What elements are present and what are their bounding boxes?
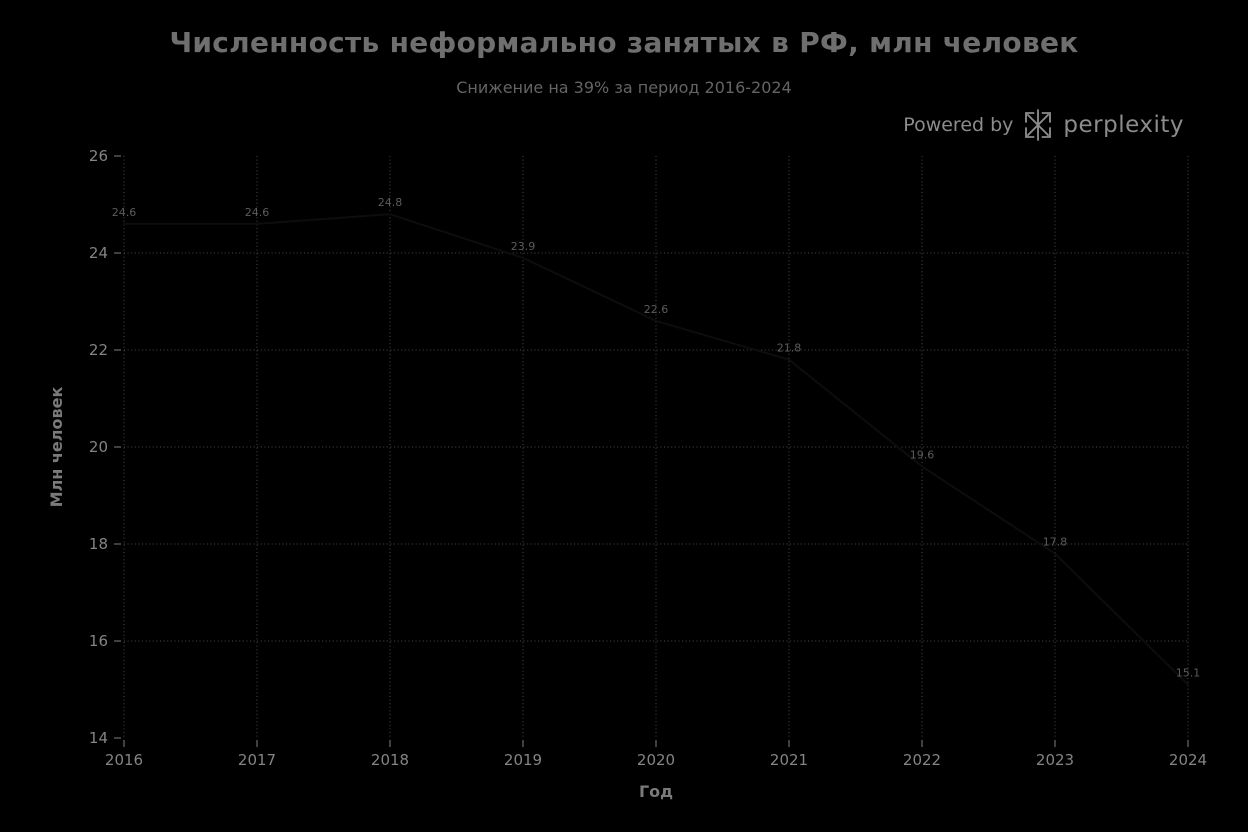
svg-text:24.8: 24.8 xyxy=(378,196,403,209)
gridlines xyxy=(123,156,1189,738)
powered-by-text: Powered by xyxy=(903,114,1014,136)
svg-text:22: 22 xyxy=(89,341,108,359)
svg-text:24.6: 24.6 xyxy=(112,206,137,219)
y-axis-tick-labels: 14 16 18 20 22 24 26 xyxy=(89,147,108,747)
svg-text:2016: 2016 xyxy=(105,751,143,769)
powered-by-badge: Powered by perplexity xyxy=(903,104,1184,146)
svg-text:23.9: 23.9 xyxy=(511,240,536,253)
svg-text:17.8: 17.8 xyxy=(1043,536,1068,549)
svg-text:24.6: 24.6 xyxy=(245,206,270,219)
axis-tick-marks xyxy=(114,155,1189,747)
svg-text:2022: 2022 xyxy=(903,751,941,769)
svg-text:20: 20 xyxy=(89,438,108,456)
svg-text:26: 26 xyxy=(89,147,108,165)
svg-text:15.1: 15.1 xyxy=(1176,667,1201,680)
data-point-labels: 24.6 24.6 24.8 23.9 22.6 21.8 19.6 17.8 15.1 xyxy=(112,196,1201,679)
svg-text:2019: 2019 xyxy=(504,751,542,769)
chart-subtitle: Снижение на 39% за период 2016-2024 xyxy=(456,78,792,97)
svg-text:21.8: 21.8 xyxy=(777,342,802,355)
svg-text:2018: 2018 xyxy=(371,751,409,769)
x-axis-title: Год xyxy=(639,782,673,801)
svg-text:2023: 2023 xyxy=(1036,751,1074,769)
svg-text:2021: 2021 xyxy=(770,751,808,769)
svg-text:2020: 2020 xyxy=(637,751,675,769)
svg-text:2017: 2017 xyxy=(238,751,276,769)
y-axis-title: Млн человек xyxy=(47,387,66,508)
brand-name: perplexity xyxy=(1063,112,1184,138)
svg-text:2024: 2024 xyxy=(1169,751,1207,769)
x-axis-tick-labels: 2016 2017 2018 2019 2020 2021 2022 2023 2024 xyxy=(105,751,1207,769)
perplexity-logo-icon xyxy=(1025,109,1052,141)
svg-text:18: 18 xyxy=(89,535,108,553)
svg-text:16: 16 xyxy=(89,632,108,650)
svg-text:19.6: 19.6 xyxy=(910,448,935,461)
svg-text:14: 14 xyxy=(89,729,108,747)
svg-text:24: 24 xyxy=(89,244,108,262)
svg-text:22.6: 22.6 xyxy=(644,303,669,316)
data-line xyxy=(123,213,1189,686)
chart-title: Численность неформально занятых в РФ, мл… xyxy=(169,26,1079,59)
